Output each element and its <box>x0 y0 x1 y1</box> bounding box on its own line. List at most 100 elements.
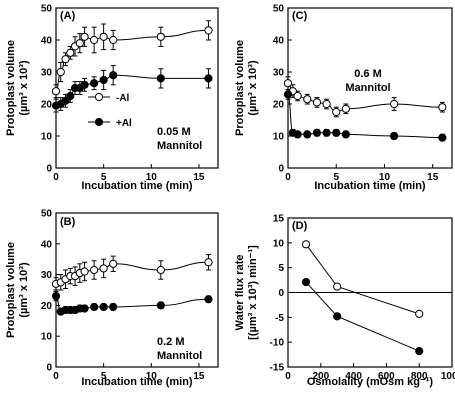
data-point-minus-al <box>204 258 213 267</box>
data-point-minus-al <box>438 103 447 112</box>
data-point-plus-al <box>51 292 61 301</box>
legend: -Al +Al <box>88 92 132 129</box>
data-point-plus-al <box>415 347 424 356</box>
data-point-plus-al <box>332 128 341 137</box>
x-tick-label: 5 <box>333 172 339 183</box>
data-point-minus-al <box>90 265 99 275</box>
condition-annotation: Mannitol <box>345 82 390 94</box>
x-tick-label: 10 <box>146 371 158 382</box>
data-point-plus-al <box>109 302 118 312</box>
data-point-minus-al <box>75 39 84 48</box>
data-point-plus-al <box>293 130 302 139</box>
x-tick-label: 5 <box>101 172 107 183</box>
data-point-minus-al <box>312 98 322 107</box>
x-tick-label: 0 <box>285 371 291 382</box>
panel-label: (B) <box>60 216 76 228</box>
x-tick-label: 800 <box>411 371 428 382</box>
y-tick-label: -15 <box>270 363 285 374</box>
data-point-plus-al <box>204 74 213 83</box>
y-tick-label: 20 <box>41 100 53 111</box>
data-point-plus-al <box>283 90 293 99</box>
y-tick-label: 15 <box>273 214 285 225</box>
data-point-plus-al <box>333 312 342 321</box>
data-point-minus-al <box>99 32 108 41</box>
data-point-minus-al <box>204 26 213 35</box>
data-point-minus-al <box>303 95 312 104</box>
condition-annotation: Mannitol <box>157 350 202 362</box>
x-tick-label: 600 <box>378 371 395 382</box>
series-line <box>287 93 443 139</box>
x-tick-label: 0 <box>53 172 59 183</box>
data-point-plus-al <box>390 131 399 141</box>
y-tick-label: 10 <box>41 332 53 343</box>
y-tick-label: 40 <box>41 239 53 250</box>
y-tick-label: 40 <box>273 36 285 47</box>
data-point-plus-al <box>303 130 312 139</box>
data-point-minus-al <box>415 309 424 318</box>
data-point-minus-al <box>90 35 99 45</box>
data-point-minus-al <box>332 107 341 117</box>
data-point-minus-al <box>56 67 65 77</box>
panel-d: -15 -10 -5 0 5 10 15 0 200 400 600 800 1000 (D) Osmola… <box>234 214 455 389</box>
y-tick-label: 40 <box>41 36 53 47</box>
panel-label: (C) <box>292 10 308 22</box>
data-point-plus-al <box>438 133 447 142</box>
condition-annotation: 0.6 M <box>354 68 382 80</box>
data-point-minus-al <box>322 99 331 109</box>
data-point-minus-al <box>341 104 350 113</box>
data-point-minus-al <box>109 259 118 268</box>
condition-annotation: 0.05 M <box>157 126 191 138</box>
y-axis-label: Water flux rate <box>234 254 246 330</box>
data-point-plus-al <box>99 75 108 85</box>
y-tick-label: 30 <box>41 68 53 79</box>
data-point-plus-al <box>66 91 75 101</box>
y-tick-label: 10 <box>273 132 285 143</box>
y-tick-label: 50 <box>273 4 285 15</box>
y-axis-label-units: (µm³ x 10³) <box>247 60 259 116</box>
legend-label: -Al <box>116 93 130 104</box>
x-tick-label: 5 <box>101 371 107 382</box>
y-axis-label-units: (µm³ x 10³) <box>18 60 30 116</box>
x-tick-label: 10 <box>146 172 158 183</box>
legend-label: +Al <box>116 118 132 129</box>
y-tick-label: 0 <box>278 288 284 299</box>
data-point-minus-al <box>109 35 118 45</box>
data-point-plus-al <box>204 295 213 304</box>
data-point-minus-al <box>283 79 293 88</box>
x-tick-label: 15 <box>193 371 205 382</box>
y-tick-label: 50 <box>41 209 53 220</box>
condition-annotation: Mannitol <box>157 140 202 152</box>
data-point-minus-al <box>301 240 311 249</box>
data-point-minus-al <box>99 264 108 273</box>
series-line <box>305 244 420 315</box>
panel-a: 0 10 20 30 40 50 0 5 10 15 (A) Incubation time (min… <box>5 4 219 192</box>
x-axis-label: Osmolality (mOsm kg⁻¹) <box>307 376 434 388</box>
y-tick-label: 0 <box>46 164 52 175</box>
condition-annotation: 0.2 M <box>157 336 185 348</box>
y-axis-label: Protoplast volume <box>5 242 17 338</box>
data-point-plus-al <box>90 79 99 88</box>
x-tick-label: 10 <box>379 172 391 183</box>
data-point-plus-al <box>80 304 89 313</box>
data-point-plus-al <box>156 74 165 83</box>
data-point-minus-al <box>61 55 70 64</box>
data-point-minus-al <box>66 48 75 57</box>
x-tick-label: 0 <box>53 371 59 382</box>
x-tick-label: 15 <box>193 172 205 183</box>
y-tick-label: 50 <box>41 4 53 15</box>
data-point-plus-al <box>99 302 108 312</box>
data-point-minus-al <box>80 267 89 276</box>
data-point-plus-al <box>312 128 322 137</box>
y-tick-label: 0 <box>46 363 52 374</box>
x-axis-label: Incubation time (min) <box>81 180 193 192</box>
y-tick-label: 10 <box>273 238 285 249</box>
y-tick-label: 20 <box>273 100 285 111</box>
data-point-minus-al <box>80 32 89 41</box>
x-tick-label: 200 <box>312 371 329 382</box>
data-point-minus-al <box>51 87 61 96</box>
y-tick-label: 30 <box>273 68 285 79</box>
legend-marker-filled <box>94 117 104 127</box>
x-tick-label: 15 <box>427 172 439 183</box>
data-point-plus-al <box>61 96 70 105</box>
